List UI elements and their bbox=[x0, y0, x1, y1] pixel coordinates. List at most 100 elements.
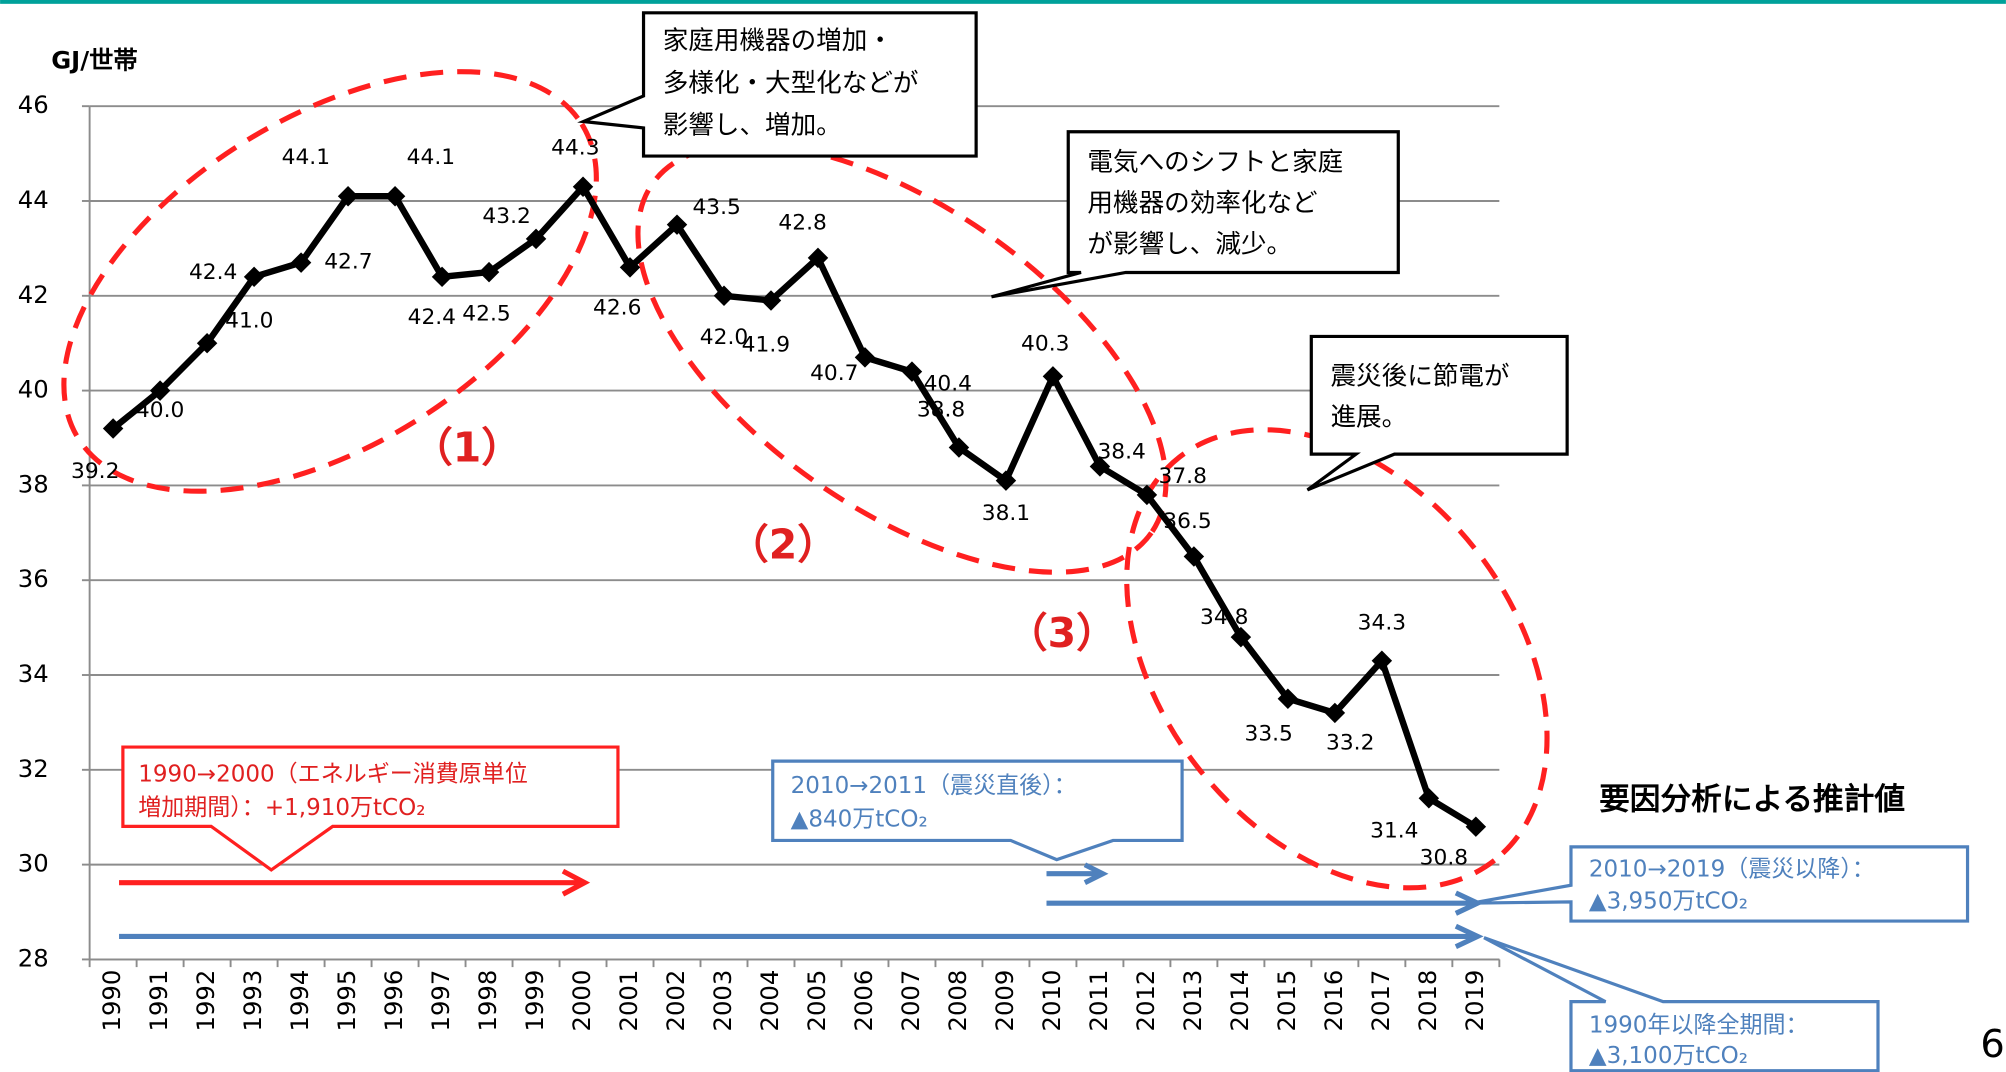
callout-text: 影響し、増加。 bbox=[663, 111, 842, 141]
x-tick-label: 1990 bbox=[97, 970, 126, 1032]
series-line bbox=[111, 183, 1478, 830]
marker bbox=[1371, 650, 1393, 672]
period-box bbox=[771, 759, 1184, 862]
data-label: 38.1 bbox=[982, 501, 1030, 526]
marker bbox=[1136, 484, 1158, 506]
y-tick-label: 44 bbox=[18, 185, 49, 214]
data-label: 42.6 bbox=[593, 295, 641, 320]
callout-text: 用機器の効率化など bbox=[1087, 189, 1317, 219]
x-tick-label: 2003 bbox=[708, 970, 737, 1032]
data-label: 40.0 bbox=[136, 398, 184, 423]
data-label: 33.2 bbox=[1326, 731, 1374, 756]
period-label: （1） bbox=[412, 423, 522, 471]
arrow bbox=[1046, 890, 1484, 916]
x-tick-label: 2008 bbox=[943, 970, 972, 1032]
x-tick-label: 1998 bbox=[473, 970, 502, 1032]
data-label: 42.4 bbox=[189, 260, 237, 285]
callout-box bbox=[1306, 334, 1569, 492]
x-tick-label: 2018 bbox=[1413, 970, 1442, 1032]
data-label: 31.4 bbox=[1370, 819, 1418, 844]
data-label: 40.7 bbox=[810, 361, 858, 386]
y-tick-label: 32 bbox=[18, 754, 49, 783]
data-label: 33.5 bbox=[1244, 722, 1292, 747]
x-tick-label: 2001 bbox=[614, 970, 643, 1032]
marker bbox=[243, 266, 265, 288]
callout-text: 進展。 bbox=[1330, 402, 1407, 432]
x-tick-label: 2006 bbox=[849, 970, 878, 1032]
data-label: 40.3 bbox=[1021, 331, 1069, 356]
arrow bbox=[119, 923, 1484, 949]
x-tick-label: 2002 bbox=[661, 970, 690, 1032]
arrows bbox=[119, 862, 1484, 949]
y-tick-label: 34 bbox=[18, 659, 49, 688]
marker bbox=[337, 186, 359, 207]
period-box bbox=[1470, 845, 1970, 923]
page-number: 6 bbox=[1980, 1022, 2004, 1067]
x-tick-label: 2009 bbox=[990, 970, 1019, 1032]
data-label: 37.8 bbox=[1159, 464, 1207, 489]
x-tick-label: 1992 bbox=[191, 970, 220, 1032]
marker bbox=[1089, 456, 1111, 477]
data-label: 41.0 bbox=[225, 308, 273, 333]
x-tick-label: 2013 bbox=[1178, 970, 1207, 1032]
top-rule bbox=[0, 0, 2006, 4]
marker bbox=[1183, 546, 1205, 567]
period-text: ▲840万tCO₂ bbox=[791, 806, 928, 832]
x-tick-label: 1997 bbox=[426, 970, 455, 1032]
callout-text: が影響し、減少。 bbox=[1087, 230, 1292, 260]
data-label: 39.2 bbox=[71, 459, 119, 484]
marker bbox=[713, 285, 735, 307]
x-tick-label: 2017 bbox=[1366, 970, 1395, 1032]
x-tick-label: 2011 bbox=[1084, 970, 1113, 1032]
marker bbox=[478, 261, 500, 283]
data-label: 44.1 bbox=[407, 145, 455, 170]
y-tick-label: 40 bbox=[18, 375, 49, 404]
data-label: 41.9 bbox=[742, 332, 790, 357]
data-label: 42.7 bbox=[324, 250, 372, 275]
period-text: 増加期間）：+1,910万tCO₂ bbox=[138, 795, 425, 821]
data-label: 38.8 bbox=[917, 397, 965, 422]
marker bbox=[290, 252, 312, 273]
data-label: 34.8 bbox=[1200, 605, 1248, 630]
period-box bbox=[1483, 936, 1880, 1072]
marker bbox=[948, 437, 970, 458]
x-tick-label: 2014 bbox=[1225, 970, 1254, 1032]
period-text: 1990→2000（エネルギー消費原単位 bbox=[138, 762, 528, 788]
x-tick-label: 1999 bbox=[520, 970, 549, 1032]
marker bbox=[525, 228, 547, 250]
period-text: 1990年以降全期間： bbox=[1589, 1012, 1809, 1038]
data-label: 42.4 bbox=[408, 305, 456, 330]
marker bbox=[1042, 366, 1064, 387]
x-tick-label: 2005 bbox=[802, 970, 831, 1032]
data-label: 43.2 bbox=[482, 204, 530, 229]
period-ellipse bbox=[61, 69, 599, 494]
y-axis-unit: GJ/世帯 bbox=[51, 45, 137, 74]
x-tick-label: 1994 bbox=[285, 970, 314, 1032]
marker bbox=[1324, 702, 1346, 724]
data-label: 43.5 bbox=[692, 195, 740, 220]
y-tick-label: 42 bbox=[18, 280, 49, 309]
estimate-heading: 要因分析による推計値 bbox=[1599, 781, 1905, 817]
x-tick-label: 1996 bbox=[379, 970, 408, 1032]
marker bbox=[1277, 688, 1299, 709]
y-tick-label: 28 bbox=[18, 943, 49, 972]
x-tick-label: 2019 bbox=[1460, 970, 1489, 1032]
period-label: （2） bbox=[728, 521, 838, 569]
arrow bbox=[1046, 862, 1109, 885]
data-label: 44.1 bbox=[282, 145, 330, 170]
y-tick-label: 36 bbox=[18, 564, 49, 593]
x-tick-label: 1995 bbox=[332, 970, 361, 1032]
period-text: 2010→2019（震災以降）： bbox=[1589, 856, 1875, 882]
period-ellipse bbox=[635, 141, 1169, 575]
marker bbox=[901, 361, 923, 382]
period-box bbox=[121, 745, 620, 872]
marker bbox=[666, 214, 688, 235]
x-tick-label: 2010 bbox=[1037, 970, 1066, 1032]
period-label: （3） bbox=[1007, 609, 1117, 657]
x-tick-label: 2012 bbox=[1131, 970, 1160, 1032]
marker bbox=[995, 470, 1017, 491]
marker bbox=[1418, 788, 1440, 809]
y-tick-label: 30 bbox=[18, 849, 49, 878]
